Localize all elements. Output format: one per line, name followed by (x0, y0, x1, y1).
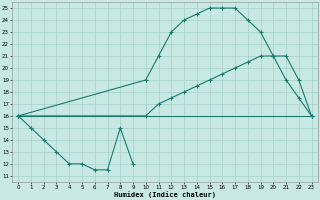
X-axis label: Humidex (Indice chaleur): Humidex (Indice chaleur) (114, 191, 216, 198)
